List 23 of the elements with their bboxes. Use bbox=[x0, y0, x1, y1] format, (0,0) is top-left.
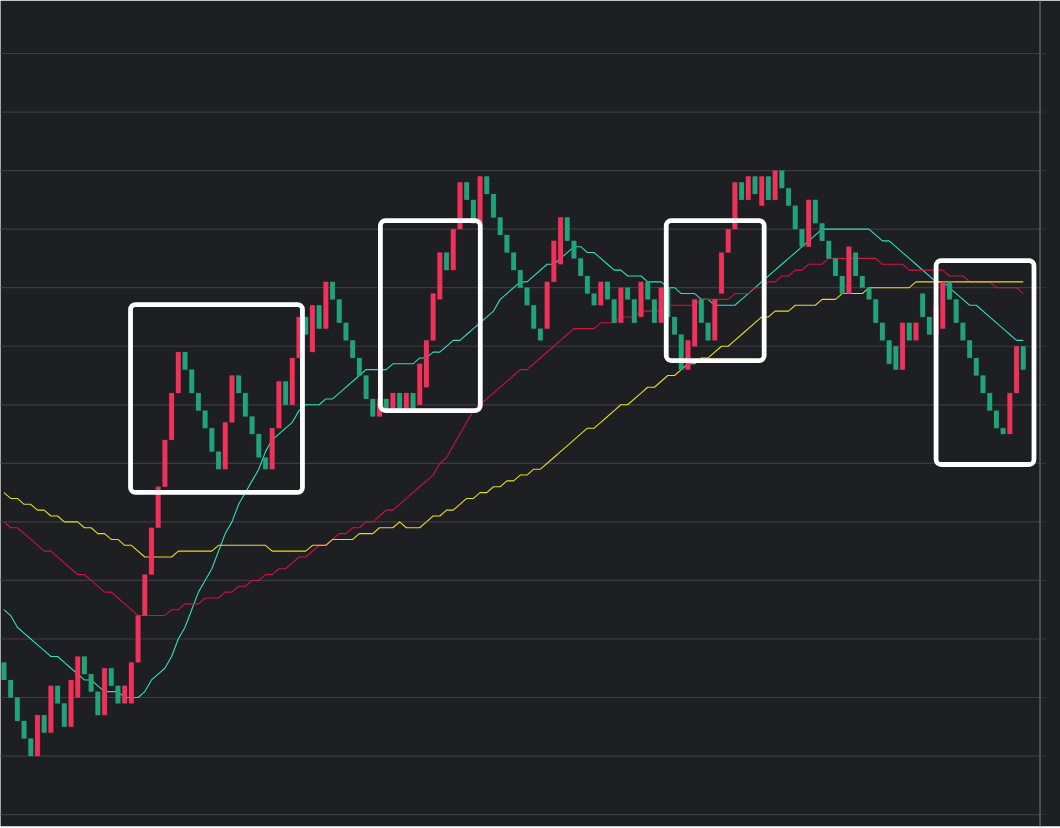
candlestick bbox=[283, 381, 289, 406]
candlestick bbox=[444, 252, 450, 271]
candlestick bbox=[598, 281, 604, 307]
candlestick bbox=[759, 176, 765, 207]
candlestick bbox=[940, 281, 946, 330]
candlestick bbox=[34, 715, 40, 757]
candlestick bbox=[41, 715, 47, 734]
candlestick bbox=[739, 182, 745, 201]
candlestick bbox=[806, 199, 812, 248]
candlestick bbox=[772, 170, 778, 201]
candlestick bbox=[323, 281, 329, 330]
candlestick bbox=[900, 322, 906, 371]
candlestick bbox=[893, 346, 899, 371]
candlestick bbox=[102, 668, 108, 716]
candlestick bbox=[765, 176, 771, 201]
candlestick bbox=[1020, 346, 1026, 371]
candlestick bbox=[913, 322, 919, 342]
candlestick bbox=[712, 299, 718, 342]
candlestick bbox=[906, 322, 912, 342]
candlestick bbox=[745, 176, 751, 201]
candlestick bbox=[309, 305, 315, 353]
candlestick bbox=[752, 176, 758, 195]
candlestick bbox=[316, 305, 322, 330]
